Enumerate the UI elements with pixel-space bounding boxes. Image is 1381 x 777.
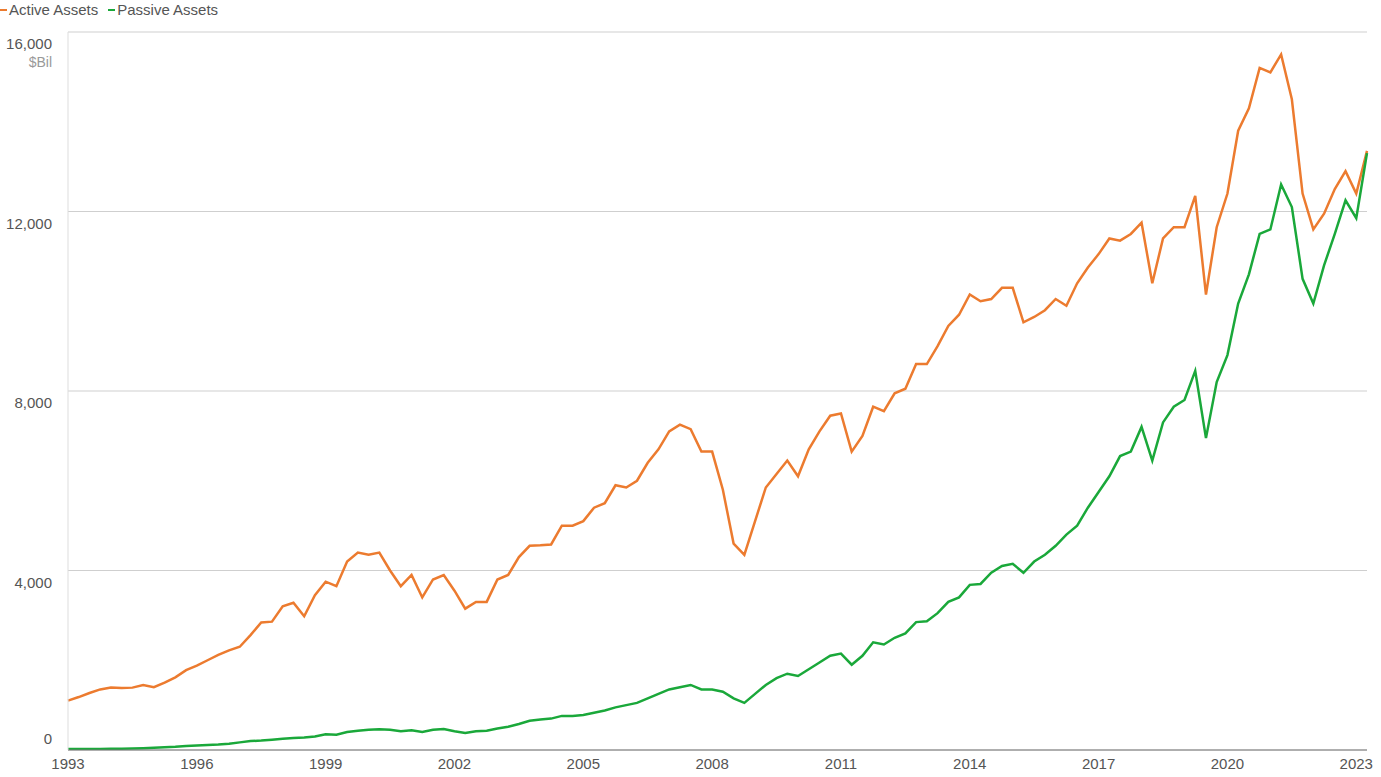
svg-text:2014: 2014: [953, 755, 986, 772]
svg-text:2023: 2023: [1340, 755, 1373, 772]
html-text:Passive Assets: Passive Assets: [117, 1, 219, 18]
svg-text:2017: 2017: [1082, 755, 1115, 772]
svg-text:4,000: 4,000: [14, 574, 52, 591]
svg-text:16,000: 16,000: [8, 35, 52, 52]
svg-text:2020: 2020: [1211, 755, 1244, 772]
svg-text:0: 0: [44, 730, 52, 747]
svg-text:2005: 2005: [567, 755, 600, 772]
svg-text:12,000: 12,000: [8, 215, 52, 232]
html-text:Active Assets: Active Assets: [9, 1, 99, 18]
svg-text:2008: 2008: [695, 755, 728, 772]
svg-text:1996: 1996: [180, 755, 213, 772]
svg-text:$Bil: $Bil: [29, 54, 52, 70]
svg-text:8,000: 8,000: [14, 394, 52, 411]
svg-text:1993: 1993: [51, 755, 84, 772]
svg-text:2002: 2002: [438, 755, 471, 772]
svg-text:1999: 1999: [309, 755, 342, 772]
svg-text:2011: 2011: [825, 755, 857, 772]
